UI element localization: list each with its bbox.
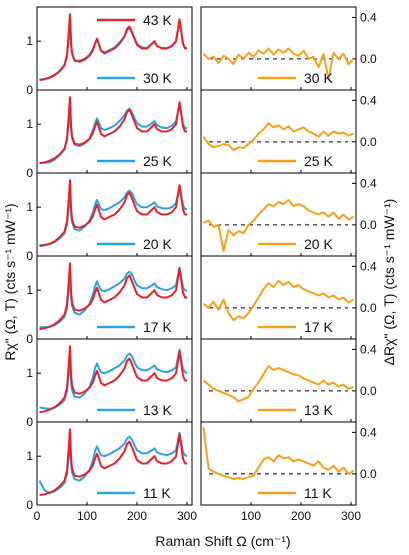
difference-legend-label: 20 K (304, 236, 333, 252)
right-y-tick-label: 0.4 (360, 176, 377, 190)
panel-row-4: 0 1 17 K 0.0 0.4 17 K (26, 255, 377, 346)
panel-row-2: 0 1 25 K 0.0 0.4 25 K (26, 89, 377, 180)
difference-line-20K (203, 199, 355, 252)
left-panel-frame (36, 421, 193, 506)
left-x-tick-label: 0 (34, 509, 41, 523)
legend-label-25K: 25 K (143, 153, 172, 169)
right-y-tick-label: 0.4 (360, 342, 377, 356)
reference-line-43K (39, 96, 187, 165)
left-y-tick-label: 1 (26, 34, 33, 48)
panel-grid: 0 1 43 K 30 K 0.0 0.4 30 K 0 1 25 K 0.0 0.4 25 K 0 1 20… (26, 6, 377, 523)
left-y-tick-label: 1 (26, 200, 33, 214)
left-y-tick-label: 1 (26, 283, 33, 297)
right-x-tick-label: 200 (291, 509, 311, 523)
right-panel-frame (200, 421, 357, 506)
right-x-tick-label: 100 (241, 509, 261, 523)
left-x-tick-label: 100 (77, 509, 97, 523)
right-x-tick-label: 300 (341, 509, 361, 523)
difference-line-25K (202, 122, 354, 152)
difference-line-17K (202, 279, 355, 322)
right-y-tick-label: 0.0 (360, 52, 377, 66)
legend-label-13K: 13 K (143, 402, 172, 418)
left-y-tick-label: 0 (26, 83, 33, 97)
difference-legend-label: 25 K (304, 153, 333, 169)
legend-label-43K: 43 K (143, 12, 172, 28)
legend-label-20K: 20 K (143, 236, 172, 252)
panel-row-5: 0 1 13 K 0.0 0.4 13 K (26, 338, 377, 429)
right-y-tick-label: 0.4 (360, 425, 377, 439)
left-x-tick-label: 300 (177, 509, 197, 523)
x-axis-label: Raman Shift Ω (cm⁻¹) (155, 533, 290, 549)
difference-legend-label: 30 K (304, 70, 333, 86)
difference-line-13K (202, 365, 354, 403)
left-y-tick-label: 1 (26, 117, 33, 131)
difference-line-30K (202, 47, 355, 81)
difference-legend-label: 11 K (304, 485, 332, 501)
right-y-tick-label: 0.4 (360, 93, 377, 107)
y-axis-label-right: ΔRχ" (Ω, T) (cts s⁻¹ mW⁻¹) (381, 199, 397, 366)
right-y-tick-label: 0.0 (360, 218, 377, 232)
left-y-tick-label: 1 (26, 366, 33, 380)
panel-row-3: 0 1 20 K 0.0 0.4 20 K (26, 172, 377, 263)
right-y-tick-label: 0.0 (360, 135, 377, 149)
left-y-tick-label: 0 (26, 415, 33, 429)
reference-line-43K (39, 428, 187, 497)
left-y-tick-label: 1 (26, 449, 33, 463)
left-y-tick-label: 0 (26, 166, 33, 180)
legend-label-11K: 11 K (143, 485, 171, 501)
reference-line-43K (39, 262, 187, 331)
right-y-tick-label: 0.4 (360, 259, 377, 273)
difference-line-11K (202, 427, 355, 481)
axes-decorations: Raman Shift Ω (cm⁻¹) Rχ" (Ω, T) (cts s⁻¹… (2, 199, 397, 549)
panel-row-6: 0 1 11 K 0.0 0.4 11 K 0 100 200 300 100 200 300 (26, 421, 377, 523)
right-y-tick-label: 0.0 (360, 301, 377, 315)
left-y-tick-label: 0 (26, 332, 33, 346)
left-y-tick-label: 0 (26, 498, 33, 512)
reference-line-43K (39, 13, 187, 82)
left-y-tick-label: 0 (26, 249, 33, 263)
reference-line-43K (39, 345, 187, 414)
right-y-tick-label: 0.0 (360, 467, 377, 481)
left-x-tick-label: 200 (127, 509, 147, 523)
reference-line-43K (39, 179, 187, 248)
y-axis-label-left: Rχ" (Ω, T) (cts s⁻¹ mW⁻¹) (2, 203, 18, 360)
right-y-tick-label: 0.4 (360, 10, 377, 24)
right-y-tick-label: 0.0 (360, 384, 377, 398)
difference-legend-label: 13 K (304, 402, 333, 418)
legend-label-30K: 30 K (143, 70, 172, 86)
panel-row-1: 0 1 43 K 30 K 0.0 0.4 30 K (26, 6, 377, 97)
difference-legend-label: 17 K (304, 319, 333, 335)
legend-label-17K: 17 K (143, 319, 172, 335)
